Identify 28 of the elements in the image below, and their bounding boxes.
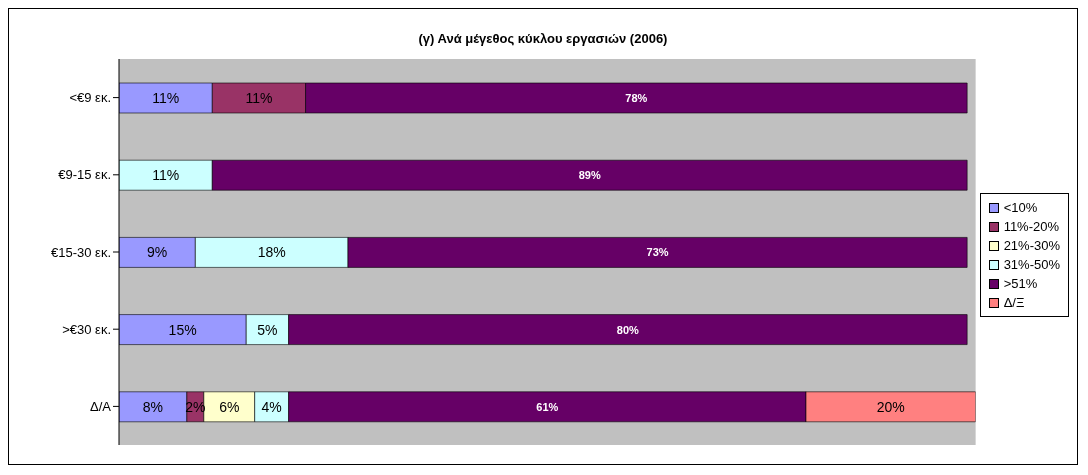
legend-label: 31%-50%: [1003, 256, 1060, 274]
data-label: 9%: [147, 244, 168, 261]
data-label: 80%: [616, 323, 640, 336]
data-label: 78%: [625, 92, 648, 104]
data-label: 18%: [257, 244, 286, 261]
legend-label: 21%-30%: [1003, 237, 1060, 255]
data-label: 61%: [536, 400, 559, 413]
data-label: 20%: [876, 398, 905, 415]
data-label: 5%: [257, 321, 278, 338]
data-label: 73%: [646, 246, 669, 259]
data-label: 6%: [219, 398, 240, 415]
chart-title: (γ) Ανά μέγεθος κύκλου εργασιών (2006): [417, 30, 669, 48]
y-tick-label: >€30 εκ.: [62, 321, 111, 337]
y-tick-label: €9-15 εκ.: [58, 167, 111, 183]
y-tick-label: <€9 εκ.: [69, 90, 111, 106]
data-label: 15%: [168, 321, 197, 338]
legend-label: <10%: [1003, 199, 1038, 217]
legend-label: Δ/Ξ: [1003, 294, 1025, 312]
data-label: 89%: [578, 169, 601, 182]
legend-label: 11%-20%: [1003, 218, 1060, 236]
y-tick-label: Δ/Α: [90, 399, 112, 415]
y-tick-label: €15-30 εκ.: [51, 244, 111, 260]
legend-label: >51%: [1003, 275, 1038, 293]
data-label: 4%: [261, 398, 282, 415]
data-label: 11%: [152, 167, 180, 184]
data-label: 11%: [152, 90, 180, 106]
data-label: 8%: [142, 398, 164, 415]
data-label: 11%: [245, 90, 273, 106]
